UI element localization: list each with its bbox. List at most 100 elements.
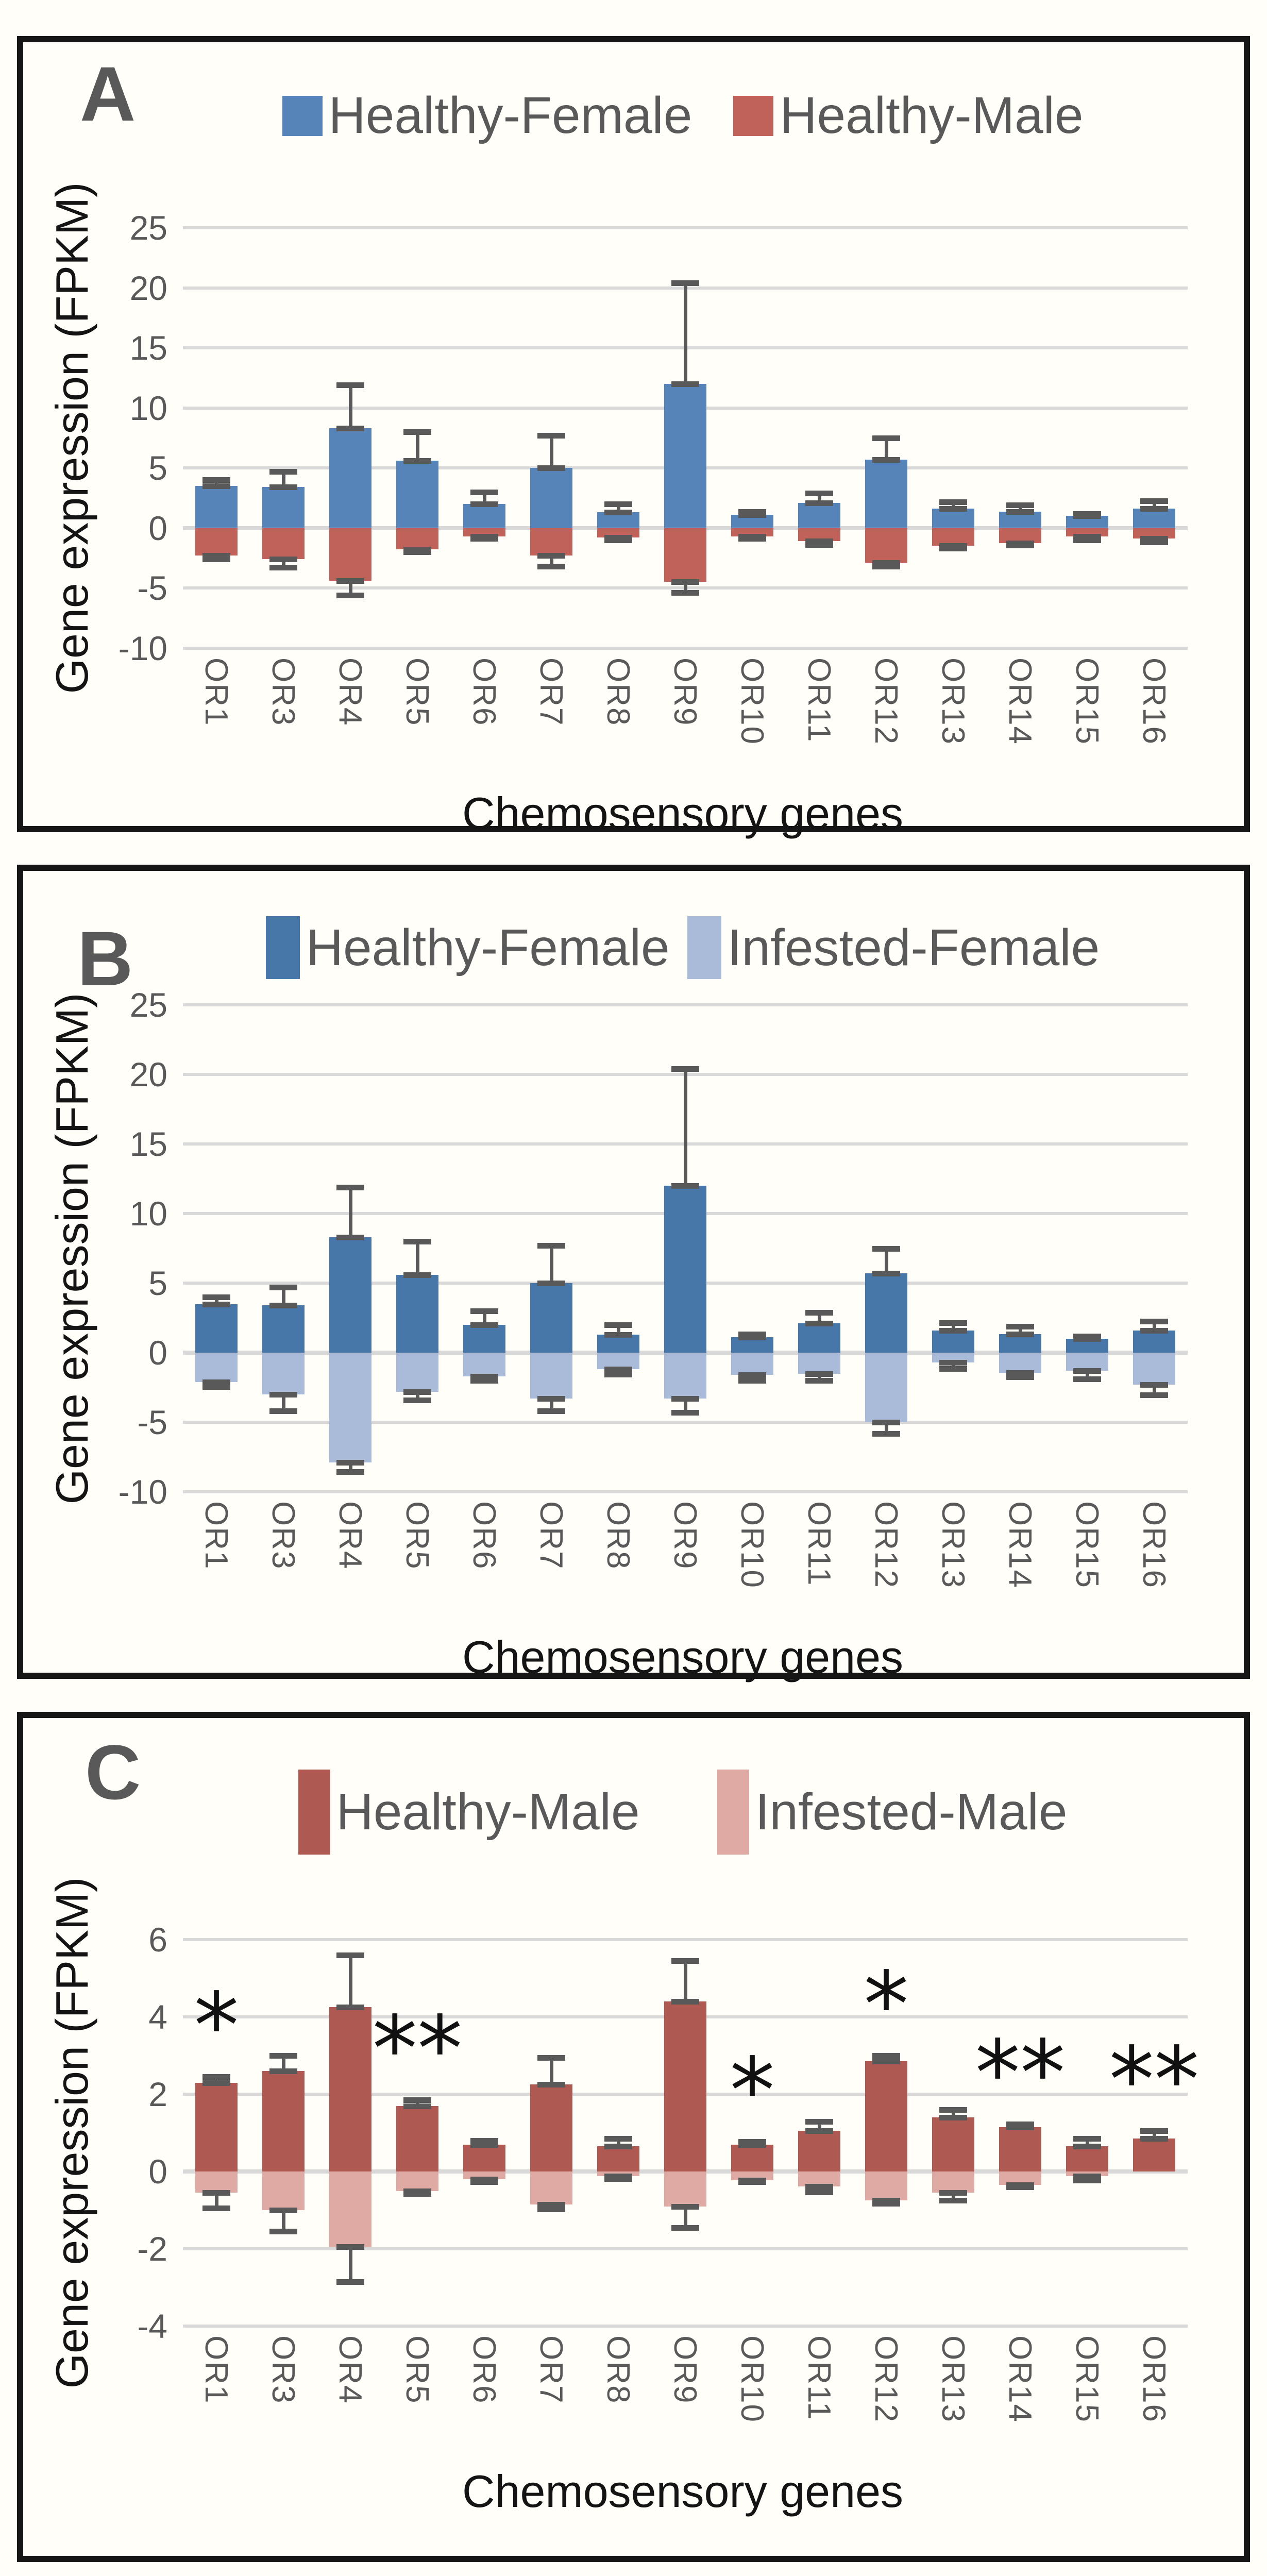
gridline-y-2 (183, 2247, 1188, 2250)
error-bar-stem (1018, 505, 1022, 512)
error-bar-inner-cap (336, 426, 364, 432)
error-bar-stem (683, 2206, 687, 2228)
category-label-or10: OR10 (734, 2335, 770, 2423)
error-bar-cap (1073, 2136, 1101, 2142)
error-bar-inner-cap (939, 1327, 967, 1334)
error-bar-inner-cap (202, 553, 230, 559)
category-label-or12: OR12 (868, 2335, 904, 2423)
error-bar-cap (537, 2206, 565, 2212)
error-bar-cap (202, 2205, 230, 2212)
tick-label-y-4: -4 (137, 2307, 167, 2345)
error-bar-inner-cap (1006, 1370, 1034, 1376)
error-bar-cap (470, 1308, 498, 1314)
error-bar-cap (604, 1322, 632, 1328)
category-label-or11: OR11 (801, 2335, 837, 2421)
legend-label: Healthy-Male (780, 87, 1084, 144)
error-bar-cap (1140, 1392, 1168, 1399)
error-bar-cap (604, 501, 632, 507)
error-bar-cap (939, 2107, 967, 2113)
error-bar-inner-cap (470, 1373, 498, 1379)
error-bar-inner-cap (604, 510, 632, 516)
error-bar-inner-cap (537, 2082, 565, 2088)
error-bar-cap (1073, 537, 1101, 543)
error-bar-cap (403, 1239, 431, 1244)
y-axis-title: Gene expression (FPKM) (46, 182, 97, 694)
gridline-y-10 (183, 646, 1188, 650)
error-bar-inner-cap (671, 1183, 699, 1189)
panel-a-plot-area: A Healthy-Female Healthy-Male Gene expressi… (23, 42, 1244, 839)
error-bar-stem (951, 502, 955, 509)
error-bar-stem (281, 1394, 285, 1411)
bar-healthy-female-or5 (396, 461, 438, 528)
error-bar-cap (269, 565, 297, 571)
error-bar-cap (872, 2053, 900, 2059)
error-bar-inner-cap (403, 2103, 431, 2109)
category-label-or13: OR13 (935, 1501, 971, 1589)
error-bar-inner-cap (470, 1322, 498, 1328)
error-bar-cap (872, 564, 900, 570)
bar-healthy-female-or14 (999, 1334, 1041, 1353)
error-bar-stem (281, 471, 285, 487)
bar-infested-female-or4 (329, 1353, 371, 1463)
bar-healthy-female-or3 (262, 1305, 305, 1353)
error-bar-cap (671, 590, 699, 596)
category-label-or15: OR15 (1069, 657, 1105, 745)
tick-label-y0: 0 (148, 509, 167, 547)
error-bar-stem (951, 1362, 955, 1369)
error-bar-stem (482, 492, 486, 504)
bar-healthy-male-or16 (1133, 528, 1175, 539)
bar-infested-female-or14 (999, 1353, 1041, 1373)
error-bar-cap (738, 1378, 766, 1384)
error-bar-stem (616, 2139, 620, 2147)
bar-healthy-female-or6 (463, 503, 505, 528)
tick-label-y15: 15 (129, 329, 167, 367)
error-bar-stem (884, 437, 888, 460)
bar-healthy-male-or4 (329, 528, 371, 581)
error-bar-inner-cap (738, 533, 766, 540)
error-bar-stem (884, 1248, 888, 1274)
tick-label-y0: 0 (148, 2152, 167, 2191)
error-bar-inner-cap (671, 1999, 699, 2005)
error-bar-inner-cap (671, 381, 699, 387)
bar-healthy-female-or9 (664, 383, 706, 528)
error-bar-stem (549, 435, 553, 468)
bar-infested-male-or5 (396, 2171, 438, 2191)
category-label-or1: OR1 (198, 2335, 234, 2404)
error-bar-cap (202, 2074, 230, 2080)
bar-healthy-male-or14 (999, 2127, 1041, 2171)
category-label-or7: OR7 (533, 2335, 569, 2404)
category-label-or3: OR3 (265, 657, 301, 726)
bar-healthy-female-or6 (463, 1325, 505, 1353)
error-bar-stem (1018, 1326, 1022, 1334)
category-label-or15: OR15 (1069, 1501, 1105, 1589)
error-bar-stem (348, 1462, 352, 1472)
error-bar-inner-cap (872, 2059, 900, 2065)
error-bar-inner-cap (671, 1396, 699, 1402)
error-bar-cap (202, 1384, 230, 1390)
error-bar-stem (348, 1955, 352, 2008)
error-bar-inner-cap (738, 2177, 766, 2183)
category-label-or14: OR14 (1002, 2335, 1038, 2423)
tick-label-y20: 20 (129, 1055, 167, 1093)
category-label-or11: OR11 (801, 657, 837, 743)
error-bar-cap (872, 1245, 900, 1252)
error-bar-inner-cap (872, 457, 900, 463)
error-bar-stem (1085, 2139, 1089, 2147)
bar-healthy-female-or16 (1133, 509, 1175, 528)
error-bar-stem (1152, 1321, 1156, 1331)
bar-healthy-female-or16 (1133, 1330, 1175, 1353)
bar-infested-female-or7 (530, 1353, 572, 1399)
category-label-or5: OR5 (399, 1501, 435, 1570)
bar-healthy-female-or4 (329, 1237, 371, 1353)
error-bar-stem (683, 1961, 687, 2001)
error-bar-inner-cap (939, 506, 967, 512)
legend-label: Infested-Male (755, 1783, 1068, 1841)
error-bar-stem (214, 1297, 218, 1304)
error-bar-stem (683, 1399, 687, 1413)
gridline-y-5 (183, 1421, 1188, 1424)
error-bar-cap (1140, 1319, 1168, 1325)
error-bar-inner-cap (269, 1392, 297, 1398)
error-bar-stem (549, 1399, 553, 1411)
bar-healthy-female-or11 (798, 1323, 840, 1353)
bar-healthy-female-or11 (798, 502, 840, 528)
